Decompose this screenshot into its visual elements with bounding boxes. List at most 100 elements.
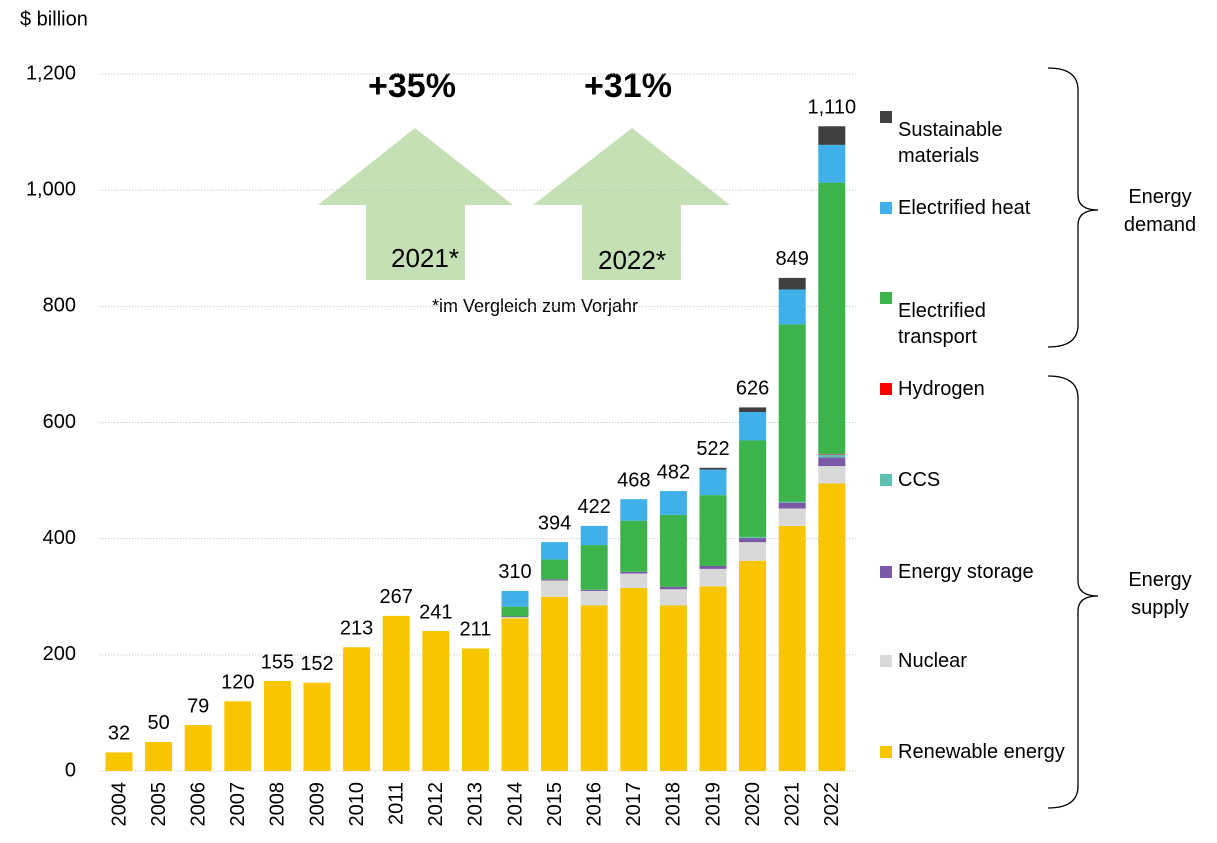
bar-segment xyxy=(739,542,767,561)
bar-segment xyxy=(818,126,846,145)
bar-segment xyxy=(818,454,846,458)
arrow xyxy=(533,128,730,280)
bar-segment xyxy=(699,467,727,470)
x-tick-label: 2014 xyxy=(504,782,526,827)
legend-swatch xyxy=(880,655,892,667)
legend-label: Electrified transport xyxy=(898,300,986,348)
x-tick-label: 2005 xyxy=(148,782,170,827)
annotation: +35% xyxy=(368,67,456,105)
arrow xyxy=(318,128,513,280)
group-label: Energy demand xyxy=(1123,186,1197,236)
annotation: 2021* xyxy=(391,243,459,273)
bar-segment xyxy=(818,466,846,484)
bar-segment xyxy=(620,571,648,574)
legend-swatch xyxy=(880,566,892,578)
bar-segment xyxy=(580,589,608,591)
bar-segment xyxy=(818,453,846,455)
y-axis-label: $ billion xyxy=(20,8,88,30)
total-label: 310 xyxy=(498,561,531,583)
bar-segment xyxy=(699,586,727,771)
x-tick-label: 2019 xyxy=(702,782,724,827)
bar-segment xyxy=(620,588,648,771)
bar-segment xyxy=(422,631,450,771)
annotation: +31% xyxy=(584,67,672,105)
total-label: 422 xyxy=(578,496,611,518)
bracket xyxy=(1047,67,1099,348)
bar-segment xyxy=(580,605,608,771)
legend-swatch xyxy=(880,474,892,486)
total-label: 241 xyxy=(419,601,452,623)
legend-swatch xyxy=(880,383,892,395)
total-label: 522 xyxy=(696,438,729,460)
total-label: 211 xyxy=(459,619,491,641)
legend-swatch xyxy=(880,292,892,304)
bar-segment xyxy=(580,545,608,590)
x-tick-label: 2010 xyxy=(346,782,368,827)
y-tick-label: 0 xyxy=(65,759,76,781)
x-tick-label: 2017 xyxy=(623,782,645,827)
x-tick-label: 2020 xyxy=(742,782,764,827)
annotation: 2022* xyxy=(598,245,666,275)
bar-segment xyxy=(699,469,727,496)
x-tick-label: 2007 xyxy=(227,782,249,827)
bar-segment xyxy=(620,573,648,589)
x-tick-label: 2008 xyxy=(267,782,289,827)
total-label: 1,110 xyxy=(808,97,857,119)
total-label: 267 xyxy=(380,586,413,608)
bar-segment xyxy=(541,596,569,771)
bar-segment xyxy=(659,586,687,590)
bar-segment xyxy=(778,277,806,290)
bar-segment xyxy=(541,559,569,580)
legend-label: Sustainable materials xyxy=(898,119,1003,167)
bar-segment xyxy=(659,589,687,606)
legend-label: Electrified heat xyxy=(898,197,1031,219)
bar-segment xyxy=(699,565,727,569)
bar-segment xyxy=(105,752,133,771)
bar-segment xyxy=(739,407,767,413)
bar-segment xyxy=(501,616,529,618)
x-tick-label: 2015 xyxy=(544,782,566,827)
total-label: 482 xyxy=(657,461,690,483)
legend-label: Nuclear xyxy=(898,650,967,672)
x-tick-label: 2021 xyxy=(781,782,803,827)
x-tick-label: 2004 xyxy=(108,782,130,827)
total-label: 32 xyxy=(108,723,130,745)
y-tick-label: 400 xyxy=(43,527,76,549)
bar-segment xyxy=(224,701,252,771)
total-label: 50 xyxy=(147,712,169,734)
total-label: 394 xyxy=(538,512,571,534)
total-label: 120 xyxy=(221,672,254,694)
footnote: *im Vergleich zum Vorjahr xyxy=(432,296,638,316)
bar-segment xyxy=(818,144,846,183)
total-label: 468 xyxy=(617,469,650,491)
y-tick-label: 800 xyxy=(43,295,76,317)
x-tick-label: 2016 xyxy=(583,782,605,827)
bar-segment xyxy=(739,538,767,543)
x-tick-label: 2012 xyxy=(425,782,447,827)
bar-segment xyxy=(501,618,529,771)
total-label: 849 xyxy=(776,248,809,270)
x-tick-label: 2022 xyxy=(821,782,843,827)
bar-segment xyxy=(501,606,529,617)
bar-segment xyxy=(778,525,806,771)
bar-segment xyxy=(699,495,727,566)
y-tick-label: 1,000 xyxy=(26,178,76,200)
y-tick-label: 600 xyxy=(43,411,76,433)
bar-segment xyxy=(739,560,767,771)
bar-segment xyxy=(580,590,608,606)
bar-segment xyxy=(778,508,806,526)
bar-segment xyxy=(461,648,489,771)
bar-segment xyxy=(659,605,687,771)
bar-segment xyxy=(184,725,212,771)
group-label: Energy supply xyxy=(1128,569,1192,619)
bar-segment xyxy=(818,483,846,771)
legend-label: Renewable energy xyxy=(898,741,1065,763)
legend-swatch xyxy=(880,111,892,123)
y-tick-label: 1,200 xyxy=(26,62,76,84)
bar-segment xyxy=(659,514,687,587)
bar-segment xyxy=(580,525,608,546)
total-label: 213 xyxy=(340,618,373,640)
legend-label: Energy storage xyxy=(898,561,1034,583)
